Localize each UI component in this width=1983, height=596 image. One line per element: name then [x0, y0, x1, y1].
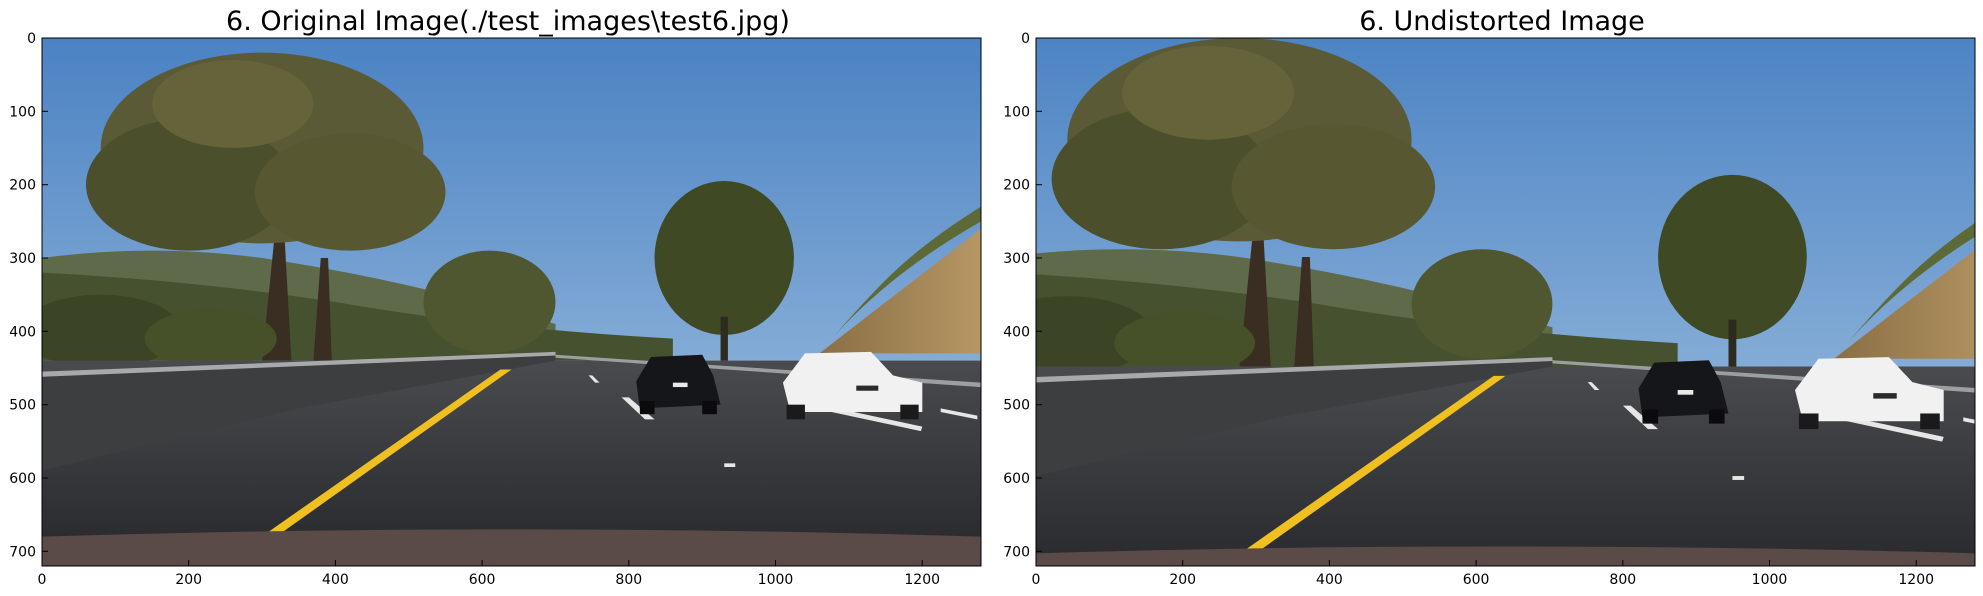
panel-title: 6. Original Image(./test_images\test6.jp…: [226, 6, 790, 37]
x-tick-label: 600: [1463, 572, 1490, 588]
panel-title: 6. Undistorted Image: [1359, 6, 1645, 37]
y-tick-label: 0: [27, 31, 36, 47]
y-axis: 0 100 200 300 400 500 600 700: [1003, 31, 1042, 560]
y-tick-label: 200: [1003, 178, 1030, 194]
x-tick-label: 600: [469, 572, 496, 588]
x-tick-label: 400: [322, 572, 349, 588]
x-tick-label: 200: [1169, 572, 1196, 588]
y-tick-label: 300: [1003, 251, 1030, 267]
x-tick-label: 0: [38, 572, 47, 588]
y-tick-label: 100: [9, 104, 36, 120]
y-tick-label: 400: [9, 324, 36, 340]
y-tick-label: 700: [1003, 544, 1030, 560]
x-tick-label: 200: [175, 572, 202, 588]
right-panel: 6. Undistorted Image 0 100 200 300 400 5…: [1003, 6, 1976, 588]
x-tick-label: 800: [1609, 572, 1636, 588]
axes-frame: [1035, 37, 1976, 567]
x-tick-label: 1000: [758, 572, 794, 588]
y-tick-label: 200: [9, 178, 36, 194]
y-tick-label: 300: [9, 251, 36, 267]
y-tick-label: 700: [9, 544, 36, 560]
y-tick-label: 600: [1003, 471, 1030, 487]
x-tick-label: 0: [1032, 572, 1041, 588]
left-panel: 6. Original Image(./test_images\test6.jp…: [9, 6, 982, 588]
x-tick-label: 1200: [1898, 572, 1934, 588]
x-axis: 0 200 400 600 800 1000 1200: [1032, 560, 1934, 588]
x-tick-label: 400: [1316, 572, 1343, 588]
x-tick-label: 800: [615, 572, 642, 588]
road-photo: [1036, 38, 1975, 566]
y-tick-label: 500: [9, 398, 36, 414]
road-photo: [42, 38, 981, 566]
y-tick-label: 100: [1003, 104, 1030, 120]
y-tick-label: 600: [9, 471, 36, 487]
x-tick-label: 1200: [904, 572, 940, 588]
y-tick-label: 0: [1021, 31, 1030, 47]
y-tick-label: 400: [1003, 324, 1030, 340]
axes-frame: [41, 37, 982, 567]
x-axis: 0 200 400 600 800 1000 1200: [38, 560, 940, 588]
y-axis: 0 100 200 300 400 500 600 700: [9, 31, 48, 560]
y-tick-label: 500: [1003, 398, 1030, 414]
x-tick-label: 1000: [1752, 572, 1788, 588]
